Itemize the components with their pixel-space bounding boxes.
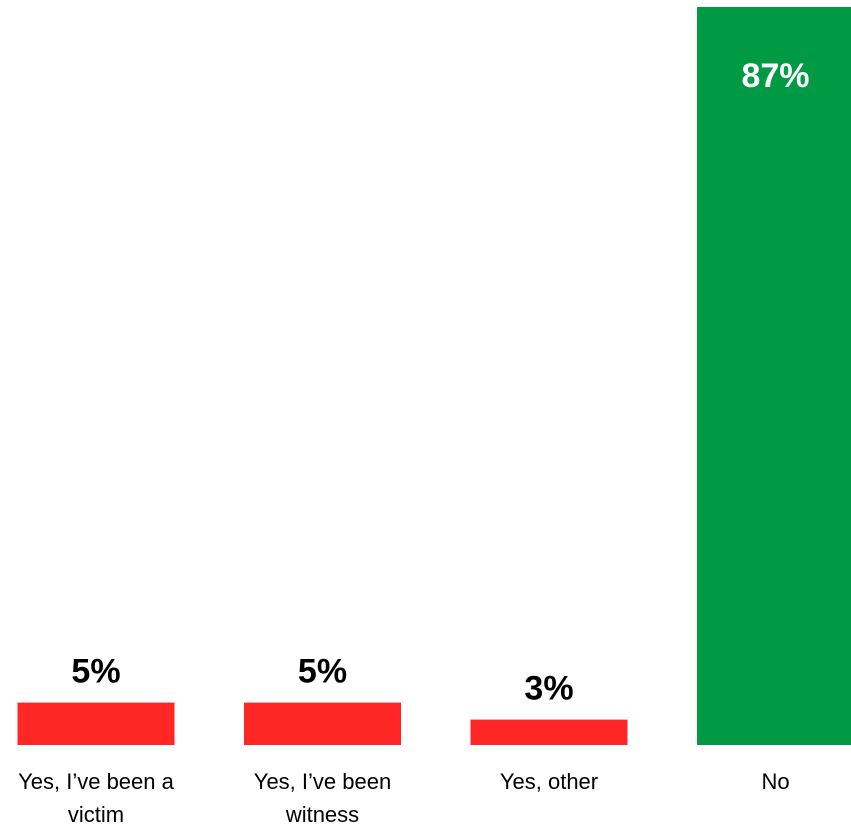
category-label-2: Yes, other xyxy=(500,769,598,794)
category-label-line: No xyxy=(761,769,789,794)
value-labels-group: 5% 5% 3% 87% xyxy=(71,57,809,708)
category-label-3: No xyxy=(761,769,789,794)
category-label-line: Yes, other xyxy=(500,769,598,794)
value-label-2: 3% xyxy=(524,670,573,708)
category-label-line: victim xyxy=(68,802,124,825)
bar-1 xyxy=(244,702,401,745)
value-label-0: 5% xyxy=(71,653,120,691)
value-label-1: 5% xyxy=(298,653,347,691)
value-label-3: 87% xyxy=(741,57,809,95)
category-label-line: witness xyxy=(285,802,359,825)
category-label-1: Yes, I’ve been witness xyxy=(254,769,391,825)
category-labels-group: Yes, I’ve been a victim Yes, I’ve been witn… xyxy=(18,769,789,825)
category-label-line: Yes, I’ve been a xyxy=(18,769,175,794)
bar-3 xyxy=(697,7,851,745)
category-label-0: Yes, I’ve been a victim xyxy=(18,769,175,825)
bar-0 xyxy=(17,702,175,745)
category-label-line: Yes, I’ve been xyxy=(254,769,391,794)
bar-2 xyxy=(470,719,628,745)
bars-group xyxy=(17,7,851,745)
